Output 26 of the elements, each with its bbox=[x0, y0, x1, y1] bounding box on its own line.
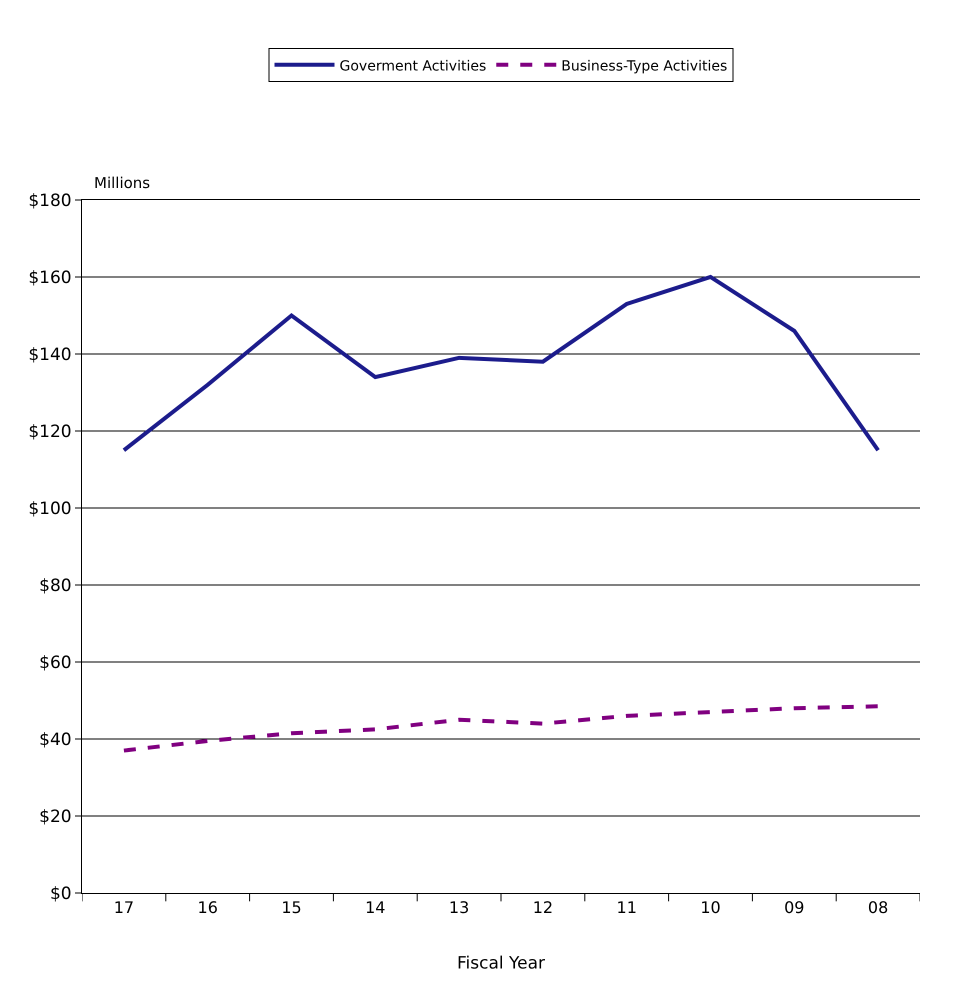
x-tick-label: 15 bbox=[281, 898, 302, 918]
y-tick-label: $140 bbox=[28, 344, 72, 365]
y-tick-label: $40 bbox=[39, 730, 72, 750]
line-series bbox=[122, 704, 880, 753]
y-tick-label: $20 bbox=[39, 806, 72, 827]
y-tick-label: $120 bbox=[28, 422, 72, 442]
y-tick-label: $100 bbox=[28, 498, 72, 519]
x-tick-label: 10 bbox=[700, 898, 721, 918]
x-tick-label: 13 bbox=[448, 898, 470, 918]
x-axis-title: Fiscal Year bbox=[456, 954, 546, 974]
y-tick-label: $0 bbox=[50, 884, 72, 904]
x-tick-label: 11 bbox=[616, 898, 637, 918]
y-axis-title: Millions bbox=[94, 174, 150, 192]
y-tick-label: $80 bbox=[39, 576, 72, 596]
y-tick-label: $180 bbox=[28, 190, 72, 211]
x-tick-label: 16 bbox=[198, 898, 218, 918]
x-tick-label: 12 bbox=[532, 898, 554, 918]
line-series bbox=[122, 275, 880, 452]
x-tick-label: 17 bbox=[114, 898, 134, 918]
x-tick-label: 08 bbox=[868, 898, 888, 918]
legend-label: Business-Type Activities bbox=[561, 58, 728, 74]
y-tick-label: $60 bbox=[39, 652, 72, 673]
y-tick-label: $160 bbox=[28, 268, 72, 288]
legend-label: Goverment Activities bbox=[340, 58, 486, 74]
x-tick-label: 14 bbox=[365, 898, 386, 918]
x-tick-label: 09 bbox=[784, 898, 804, 918]
